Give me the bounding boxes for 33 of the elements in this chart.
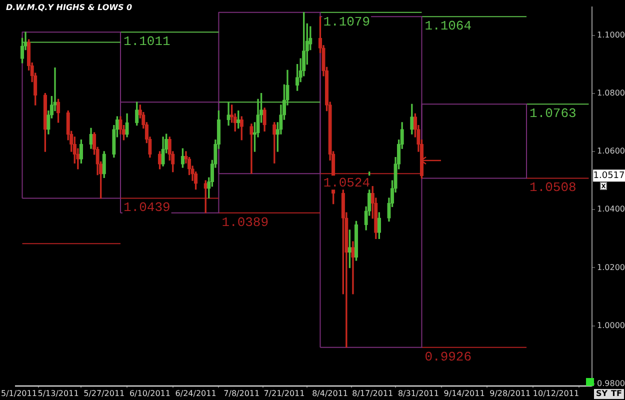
- annotation: 0.9926: [424, 349, 472, 364]
- annotation: 1.1011: [123, 34, 170, 50]
- chart-title: D.W.M.Q.Y HIGHS & LOWS 0: [6, 3, 132, 12]
- annotation: 1.1079: [323, 14, 370, 30]
- annotation: 1.0389: [222, 214, 269, 230]
- y-tick-label: 1.0000: [597, 320, 625, 330]
- annotation: 1.1064: [424, 18, 472, 34]
- x-tick-label: 8/17/2011: [352, 388, 394, 398]
- y-tick-label: 0.9800: [597, 379, 625, 388]
- x-tick-label: 7/21/2011: [264, 388, 305, 398]
- x-tick-label: 8/31/2011: [398, 388, 439, 398]
- x-tick-label: 8/4/2011: [312, 388, 348, 398]
- x-tick-label: 9/14/2011: [444, 388, 485, 398]
- x-tick-label: 6/24/2011: [175, 388, 216, 398]
- annotation: 1.0763: [530, 106, 576, 122]
- annotation: 1.0439: [123, 200, 170, 216]
- x-tick-label: 5/13/2011: [38, 388, 79, 398]
- text: TF: [609, 389, 624, 399]
- x-tick-label: 7/8/2011: [224, 388, 260, 398]
- text: SY: [594, 389, 610, 399]
- x-tick-label: 9/28/2011: [490, 388, 531, 398]
- annotation: 1.0508: [530, 180, 576, 196]
- x-tick-label: 5/1/2011: [1, 388, 37, 398]
- y-tick-label: 1.0800: [597, 88, 625, 98]
- annotation: 1.0524: [323, 176, 370, 191]
- x-tick-label: 6/10/2011: [129, 388, 170, 398]
- y-tick-label: 1.0600: [597, 146, 625, 156]
- x-tick-label: 5/27/2011: [84, 388, 125, 398]
- annotation: 1.0517: [593, 170, 625, 181]
- y-tick-label: 1.0400: [597, 204, 625, 214]
- x-tick-label: 10/12/2011: [532, 388, 580, 398]
- y-tick-label: 1.0200: [597, 262, 625, 272]
- y-tick-label: 1.1000: [597, 30, 625, 40]
